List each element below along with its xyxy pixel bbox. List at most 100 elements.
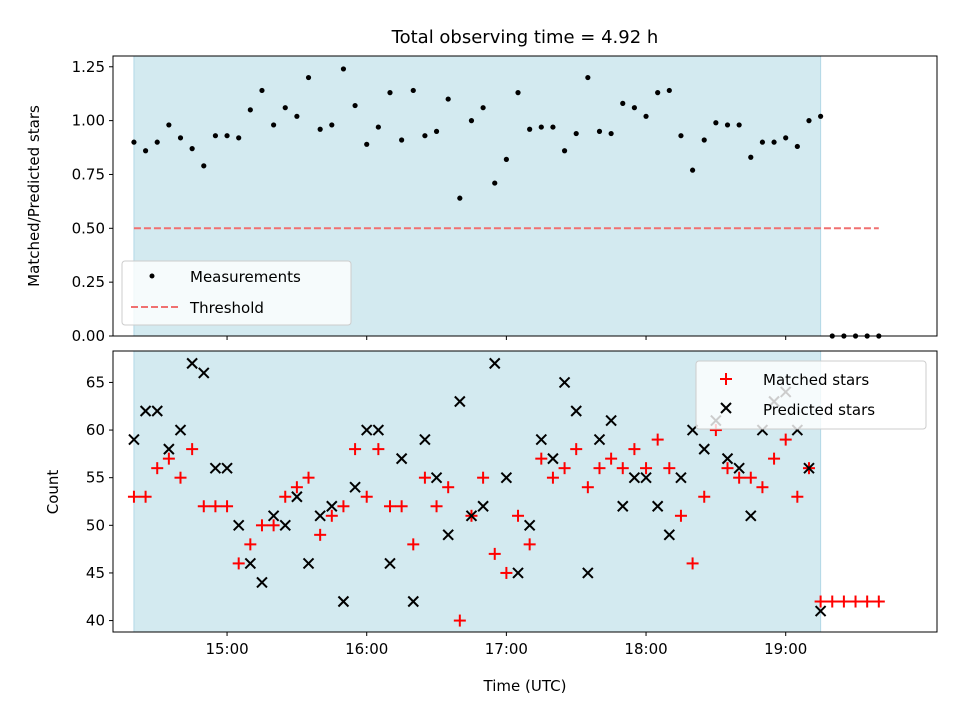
top-legend: Measurements Threshold: [121, 260, 352, 326]
matched-star-point: [616, 462, 629, 475]
measurement-point: [457, 195, 463, 201]
y-tick-label: 60: [86, 421, 105, 439]
predicted-star-point: [302, 557, 315, 570]
measurement-point: [352, 102, 358, 109]
predicted-star-point: [733, 462, 745, 474]
measurement-point: [259, 87, 265, 94]
predicted-star-point: [174, 424, 187, 436]
y-tick-label: 1.25: [72, 58, 105, 76]
matched-star-point: [244, 538, 257, 551]
measurement-point: [631, 105, 638, 111]
predicted-star-point: [314, 510, 326, 522]
measurement-point: [480, 105, 486, 111]
measurement-point: [515, 90, 521, 96]
matched-star-point: [640, 462, 653, 475]
matched-star-point: [756, 481, 769, 494]
measurement-point: [538, 124, 544, 130]
predicted-star-point: [651, 500, 664, 512]
predicted-star-point: [535, 433, 548, 446]
measurement-point: [433, 128, 440, 134]
predicted-star-point: [745, 510, 757, 522]
measurement-point: [736, 122, 742, 128]
predicted-star-point: [139, 405, 152, 417]
predicted-star-point: [698, 443, 710, 455]
matched-star-point: [872, 595, 885, 608]
matched-star-point: [581, 481, 594, 494]
matched-star-point: [418, 471, 431, 484]
measurement-point: [748, 154, 754, 160]
matched-star-point: [372, 443, 385, 456]
y-tick-label: 0.50: [72, 219, 105, 237]
matched-star-point: [209, 500, 222, 513]
predicted-star-point: [279, 519, 291, 532]
matched-star-point: [512, 509, 525, 522]
measurement-point: [620, 100, 626, 106]
measurement-point: [294, 113, 300, 119]
predicted-star-point: [500, 471, 513, 484]
x-tick-label: 19:00: [764, 640, 807, 658]
measurement-point: [364, 141, 370, 147]
predicted-star-point: [617, 500, 629, 512]
matched-star-point: [337, 500, 350, 513]
matched-star-point: [325, 509, 338, 522]
predicted-star-point: [267, 510, 280, 522]
measurement-point: [689, 167, 696, 173]
measurement-point: [189, 146, 195, 152]
y-tick-label: 1.00: [72, 112, 105, 130]
predicted-star-point: [361, 424, 373, 436]
matched-star-point: [442, 481, 455, 494]
predicted-star-point: [395, 452, 408, 465]
measurement-point: [317, 126, 323, 132]
predicted-star-point: [814, 605, 827, 617]
y-tick-label: 0.75: [72, 165, 105, 183]
matched-star-point: [674, 509, 687, 522]
measurement-point: [329, 122, 335, 128]
x-tick-label: 15:00: [205, 640, 248, 658]
matched-star-point: [570, 443, 583, 456]
measurement-point: [759, 139, 766, 145]
matched-star-point: [197, 500, 210, 513]
legend-matched-marker: [720, 373, 732, 385]
x-axis-label: Time (UTC): [483, 677, 567, 695]
matched-star-point: [360, 490, 373, 503]
matched-star-point: [279, 490, 292, 503]
y-tick-label: 65: [86, 373, 105, 391]
measurement-point: [212, 133, 219, 139]
predicted-star-point: [489, 357, 501, 370]
matched-star-point: [221, 500, 234, 513]
measurement-point: [305, 74, 312, 81]
predicted-star-point: [372, 424, 385, 436]
matched-star-point: [500, 566, 513, 579]
matched-star-point: [255, 519, 268, 532]
measurement-point: [422, 133, 428, 139]
predicted-star-point: [628, 471, 641, 484]
measurement-point: [573, 130, 579, 137]
matched-star-point: [744, 471, 757, 484]
measurement-point: [282, 105, 288, 111]
x-tick-label: 16:00: [345, 640, 388, 658]
matched-star-point: [267, 519, 280, 532]
measurement-point: [596, 128, 603, 134]
predicted-star-point: [640, 471, 652, 484]
measurement-point: [340, 66, 347, 72]
matched-star-point: [733, 471, 746, 484]
bottom-panel: 40 45 50 55 60 65 15:00 16:00 17:00 18:00 19:00 T…: [44, 350, 938, 695]
y-tick-label: 0.00: [72, 327, 105, 345]
measurement-point: [410, 87, 416, 94]
matched-star-point: [453, 614, 466, 627]
matched-star-point: [488, 547, 501, 560]
matched-star-point: [407, 538, 420, 551]
matched-star-point: [139, 490, 152, 503]
measurement-point: [783, 135, 789, 141]
predicted-star-point: [465, 510, 478, 522]
legend-measurements-label: Measurements: [190, 268, 301, 286]
predicted-star-point: [477, 500, 489, 512]
y-tick-label: 40: [86, 612, 105, 630]
measurement-point: [666, 87, 672, 94]
matched-star-point: [698, 490, 711, 503]
predicted-star-point: [570, 405, 582, 417]
matched-star-point: [628, 443, 641, 456]
measurement-point: [527, 126, 533, 132]
matched-star-point: [151, 462, 164, 475]
